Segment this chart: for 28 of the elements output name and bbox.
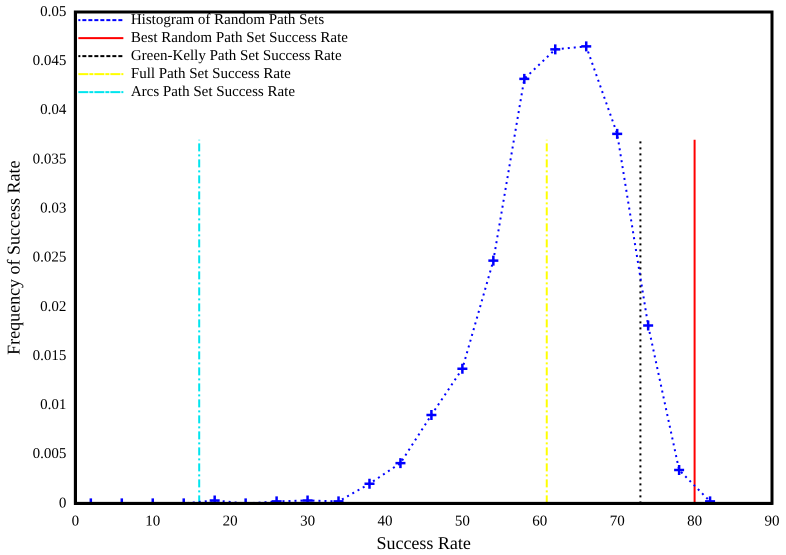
x-tick-label: 20	[222, 513, 238, 530]
y-tick-label: 0.01	[40, 397, 66, 414]
x-axis-title: Success Rate	[376, 532, 471, 553]
legend-label: Full Path Set Success Rate	[130, 66, 292, 82]
x-tick-label: 90	[764, 513, 780, 530]
y-tick-label: 0.005	[32, 446, 66, 462]
x-tick-label: 80	[687, 513, 702, 530]
legend-label: Arcs Path Set Success Rate	[130, 84, 296, 100]
legend-label: Best Random Path Set Success Rate	[130, 30, 348, 46]
y-tick-label: 0.04	[40, 102, 67, 118]
x-tick-label: 0	[72, 513, 80, 530]
x-tick-label: 50	[454, 513, 470, 530]
y-tick-label: 0	[58, 495, 66, 512]
x-tick-label: 10	[145, 513, 160, 530]
x-tick-label: 30	[300, 513, 316, 530]
y-tick-label: 0.045	[32, 53, 66, 70]
legend-label: Green-Kelly Path Set Success Rate	[130, 48, 342, 64]
y-tick-label: 0.03	[40, 200, 66, 216]
y-tick-label: 0.015	[32, 348, 66, 364]
x-tick-label: 60	[532, 513, 548, 530]
y-tick-label: 0.05	[40, 4, 66, 20]
legend-label: Histogram of Random Path Sets	[130, 12, 324, 28]
x-tick-label: 40	[377, 513, 392, 530]
y-tick-label: 0.035	[32, 151, 66, 168]
y-tick-label: 0.025	[32, 250, 66, 266]
y-tick-label: 0.02	[40, 298, 66, 315]
y-axis-title: Frequency of Success Rate	[4, 160, 24, 355]
x-tick-label: 70	[610, 513, 625, 530]
